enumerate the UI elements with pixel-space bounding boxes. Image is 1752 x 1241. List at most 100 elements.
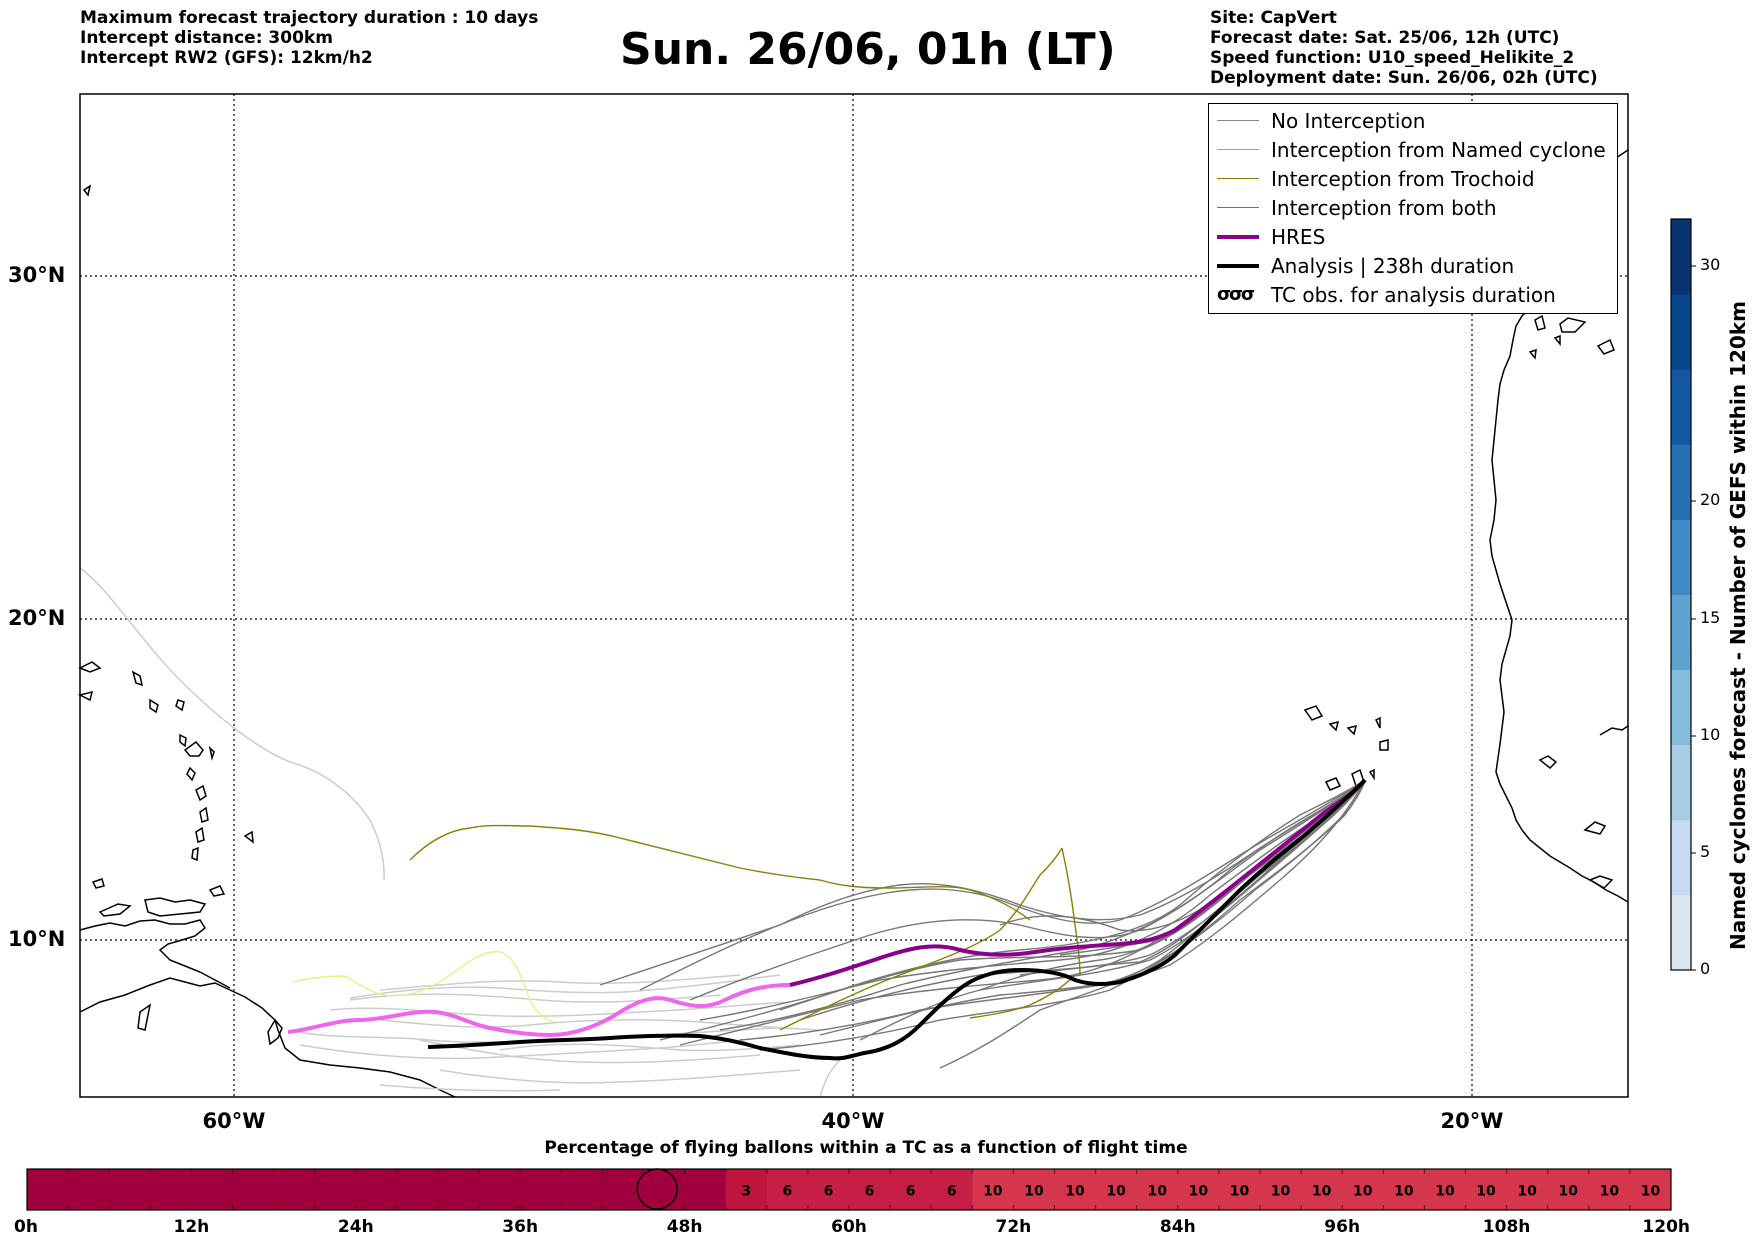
legend-swatch-named-cyclone: [1217, 149, 1259, 150]
traj-light-3: [299, 1035, 781, 1060]
canary-islands-3: [1553, 334, 1561, 347]
legend-item-both: Interception from both: [1209, 193, 1497, 222]
legend-swatch-trochoid: [1217, 178, 1259, 179]
progress-segment-label: 10: [1189, 1184, 1209, 1200]
progress-time-label: 120h: [1642, 1217, 1690, 1237]
traj-light-7: [419, 1039, 761, 1064]
traj-light-4: [349, 974, 781, 999]
colorbar-ticks: [1691, 265, 1696, 971]
progress-segment: [27, 1169, 727, 1210]
progress-bar: 3 6 6 6 6 6 10 10 10 10 10 10 10 10 10 10 10 10 10 10 10 10 10: [26, 1168, 1672, 1211]
progress-segment: [1095, 1169, 1138, 1210]
traj-gray-5: [739, 779, 1366, 1041]
progress-segment-label: 10: [1353, 1184, 1373, 1200]
islands-antilles-2: [149, 698, 159, 714]
colorbar-segment: [1671, 519, 1691, 595]
traj-light-9: [379, 1084, 561, 1092]
legend-swatch-analysis: [1217, 263, 1259, 268]
cape-verde-3: [1346, 724, 1358, 736]
cape-verde-1: [1303, 705, 1324, 721]
cape-verde-4: [1374, 716, 1381, 729]
progress-title: Percentage of flying ballons within a TC…: [544, 1138, 1188, 1158]
canary-islands-4: [1528, 348, 1537, 360]
colorbar-segment: [1671, 369, 1691, 445]
colorbar-tick-30: 30: [1700, 255, 1721, 274]
colorbar-tick-0: 0: [1700, 959, 1711, 978]
progress-time-label: 0h: [14, 1217, 38, 1237]
islands-antilles-14: [98, 903, 132, 917]
header-left: Maximum forecast trajectory duration : 1…: [80, 8, 538, 68]
progress-segment: [890, 1169, 932, 1210]
legend-item-analysis: Analysis | 238h duration: [1209, 251, 1514, 280]
progress-segment: [807, 1169, 850, 1210]
traj-olive-4: [969, 974, 1076, 1019]
traj-light-1: [79, 567, 385, 881]
progress-segment-label: 10: [1271, 1184, 1291, 1200]
colorbar-label: Named cyclones forecast - Number of GEFS…: [1726, 301, 1750, 950]
progress-segment: [1260, 1169, 1302, 1210]
legend-item-hres: HRES: [1209, 222, 1325, 251]
deployment-date-text: Deployment date: Sun. 26/06, 02h (UTC): [1210, 68, 1598, 88]
africa-coast-detail-2: [1599, 725, 1629, 736]
venezuela-coast: [79, 919, 231, 989]
colorbar-segment: [1671, 744, 1691, 821]
progress-segment-label: 10: [1435, 1184, 1455, 1200]
lat-label-10n: 10°N: [8, 927, 66, 951]
colorbar-segment: [1671, 669, 1691, 746]
progress-segment: [972, 1169, 1014, 1210]
islands-antilles-10: [195, 826, 205, 843]
progress-segment-label: 6: [906, 1184, 916, 1200]
lat-label-30n: 30°N: [8, 263, 66, 287]
colorbar-segment: [1671, 444, 1691, 520]
progress-segment: [1424, 1169, 1466, 1210]
colorbar-segment: [1671, 294, 1691, 370]
progress-segment: [1177, 1169, 1220, 1210]
progress-segment: [1013, 1169, 1055, 1210]
traj-light-13: [819, 1059, 841, 1098]
islands-antilles-1: [131, 670, 144, 687]
legend-label-hres: HRES: [1271, 224, 1326, 249]
legend-label-analysis: Analysis | 238h duration: [1271, 253, 1515, 278]
progress-segment: [1218, 1169, 1261, 1210]
africa-coast-detail-3: [1583, 821, 1607, 835]
canary-islands-1: [1534, 314, 1546, 331]
legend-item-trochoid: Interception from Trochoid: [1209, 164, 1535, 193]
progress-time-label: 72h: [995, 1217, 1032, 1237]
progress-time-label: 36h: [502, 1217, 539, 1237]
progress-time-label: 108h: [1482, 1217, 1531, 1237]
islands-antilles-7: [186, 766, 196, 782]
progress-ticks: [26, 1169, 1672, 1210]
islands-antilles-4: [179, 733, 187, 748]
progress-segment-label: 6: [865, 1184, 875, 1200]
progress-segment-label: 6: [947, 1184, 957, 1200]
colorbar-tick-20: 20: [1700, 490, 1721, 509]
current-time-marker: [636, 1168, 678, 1210]
progress-time-label: 12h: [173, 1217, 210, 1237]
progress-time-label: 48h: [666, 1217, 703, 1237]
islands-north-1: [82, 184, 92, 197]
progress-segment-label: 10: [1106, 1184, 1126, 1200]
traj-olive-2: [779, 847, 1063, 1031]
analysis-trajectory: [427, 778, 1367, 1061]
progress-time-label: 60h: [831, 1217, 867, 1237]
legend-label-no-interception: No Interception: [1271, 108, 1426, 133]
forecast-date-text: Forecast date: Sat. 25/06, 12h (UTC): [1210, 28, 1560, 48]
hres-early-trajectory: [287, 983, 791, 1038]
traj-light-6: [379, 1019, 821, 1031]
islands-antilles-13: [91, 878, 105, 889]
islands-west-1: [78, 661, 102, 673]
progress-segment-label: 10: [1312, 1184, 1332, 1200]
progress-time-label: 96h: [1324, 1217, 1361, 1237]
progress-segment-label: 10: [1517, 1184, 1537, 1200]
legend-swatch-both: [1217, 207, 1259, 208]
legend-swatch-hres: [1217, 234, 1259, 239]
legend: No Interception Interception from Named …: [1208, 103, 1618, 314]
speed-function-text: Speed function: U10_speed_Helikite_2: [1210, 48, 1575, 68]
islands-west-2: [77, 690, 94, 702]
legend-label-named-cyclone: Interception from Named cyclone: [1271, 137, 1606, 162]
progress-time-label: 24h: [337, 1217, 374, 1237]
progress-segment: [1342, 1169, 1384, 1210]
islands-antilles-5: [183, 740, 204, 757]
progress-segment: [1136, 1169, 1179, 1210]
traj-light-5: [329, 1001, 791, 1017]
